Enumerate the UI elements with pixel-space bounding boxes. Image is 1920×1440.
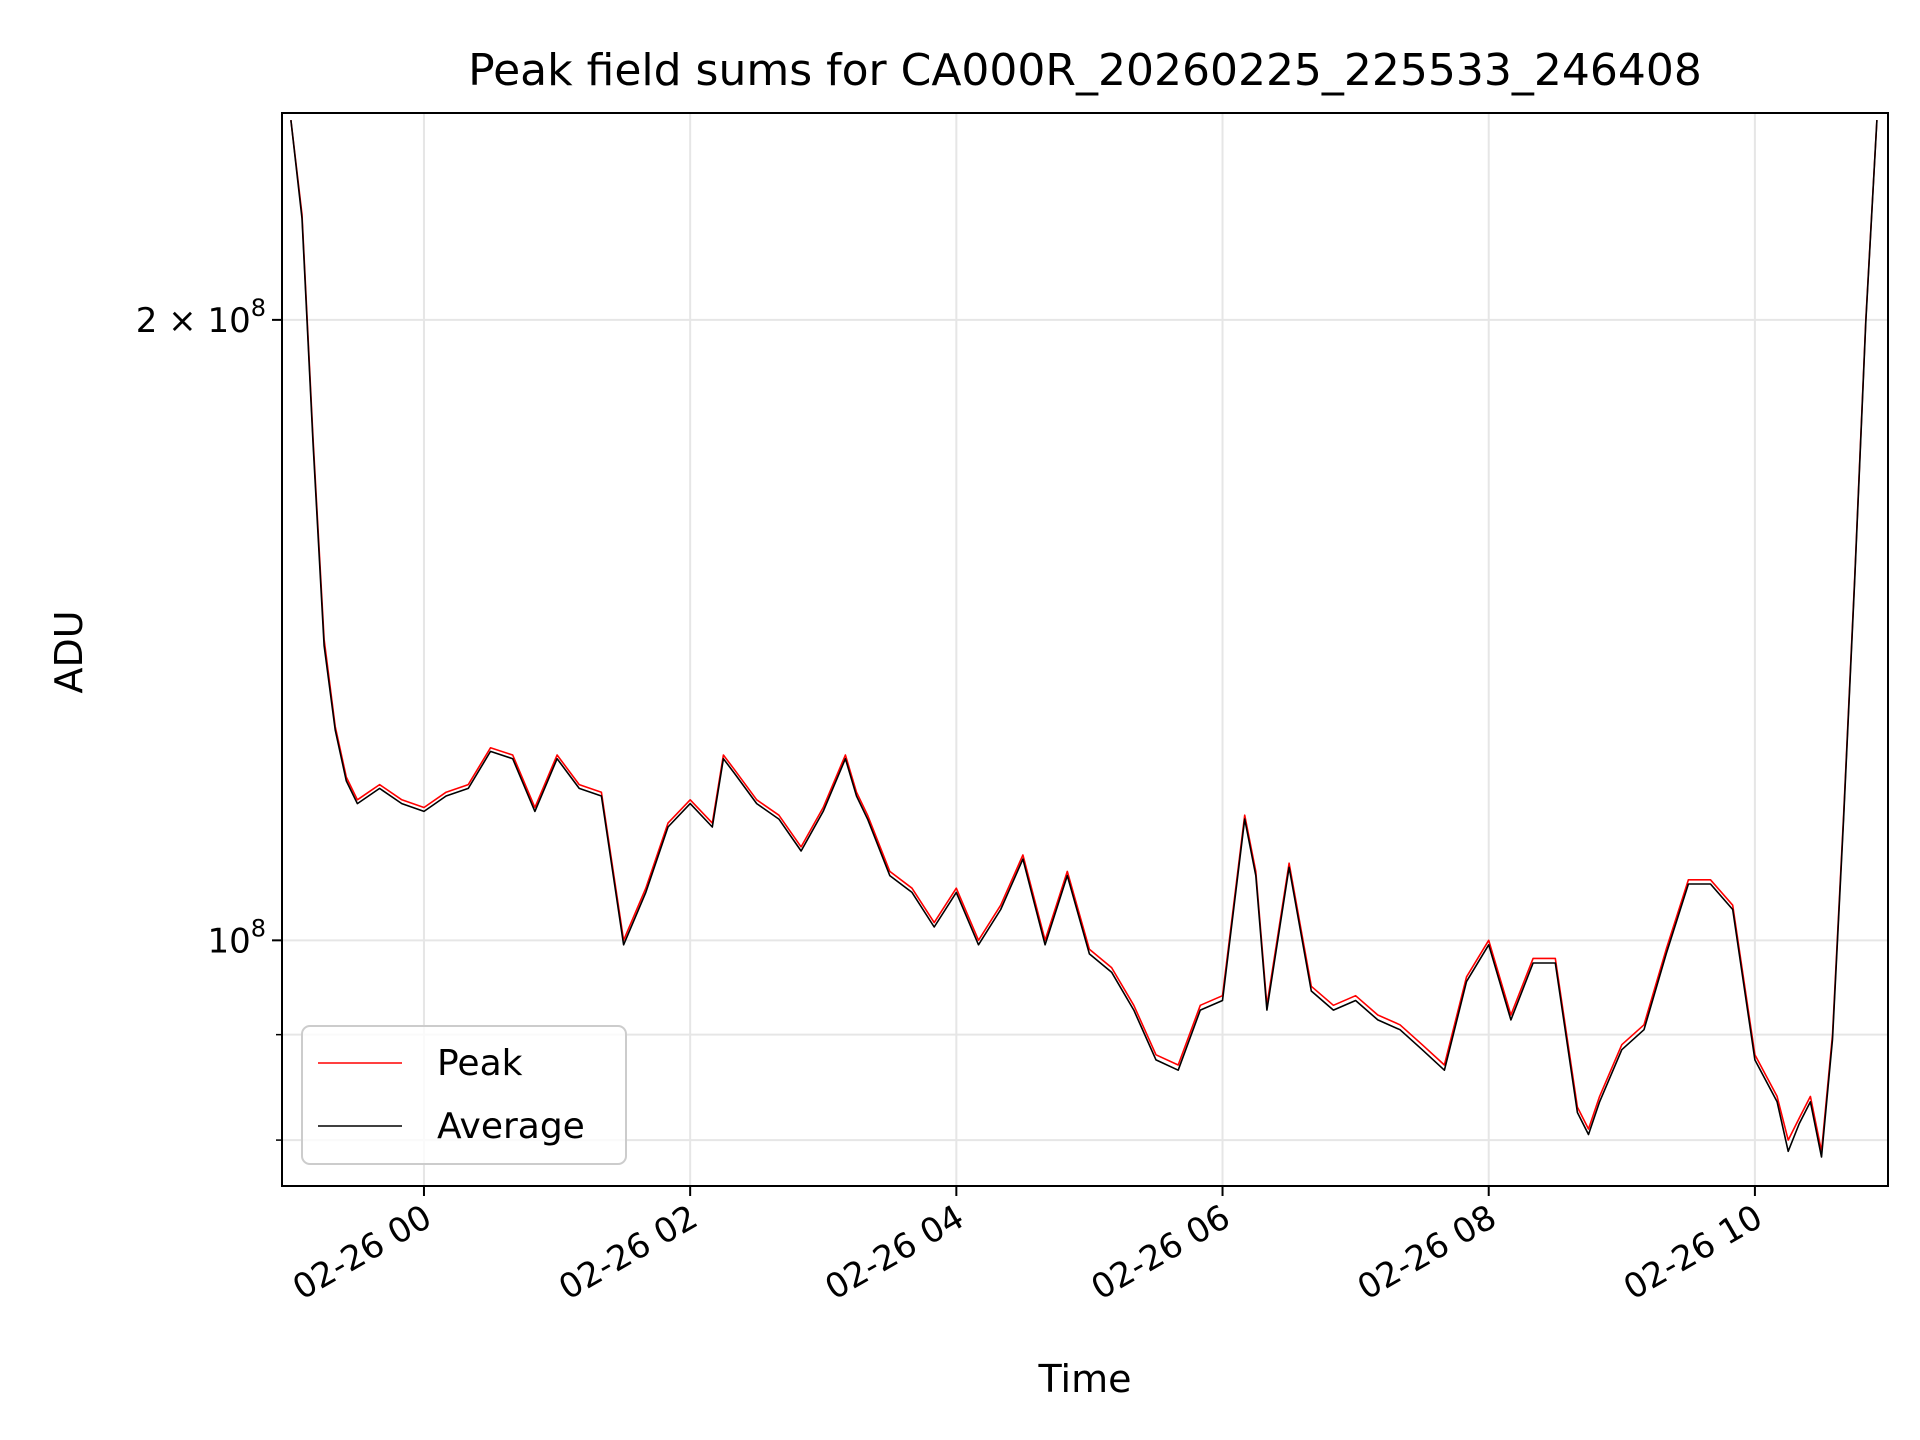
legend-box: [301, 1025, 627, 1165]
y-axis-label: ADU: [47, 610, 91, 693]
legend-label-average: Average: [437, 1106, 585, 1147]
y-tick-label: 108: [207, 914, 266, 961]
chart-title: Peak field sums for CA000R_20260225_2255…: [468, 45, 1702, 96]
legend-label-peak: Peak: [437, 1043, 523, 1084]
y-tick-label: 2 × 108: [136, 294, 266, 341]
axes-frame: [281, 112, 1889, 1187]
series-line-average: [290, 120, 1878, 1158]
x-axis-label: Time: [1038, 1357, 1132, 1401]
plot-lines: [290, 120, 1878, 1158]
series-line-peak: [290, 120, 1878, 1153]
legend: Peak Average: [301, 1025, 627, 1165]
